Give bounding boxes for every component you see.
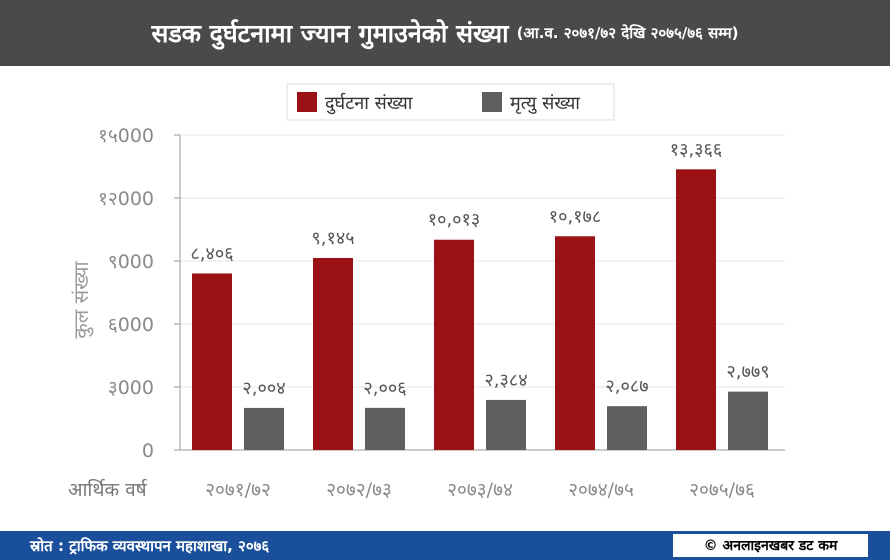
x-tick-label: २०७१/७२ xyxy=(205,479,271,501)
credit-badge: © अनलाइनखबर डट कम xyxy=(673,534,868,557)
x-tick-label: २०७५/७६ xyxy=(689,479,755,501)
bar-accidents xyxy=(555,236,595,450)
data-label: २,३८४ xyxy=(484,370,527,391)
x-tick-label: २०७२/७३ xyxy=(326,479,392,501)
legend-label: दुर्घटना संख्या xyxy=(325,92,413,115)
data-label: १३,३६६ xyxy=(670,139,723,160)
chart-title: सडक दुर्घटनामा ज्यान गुमाउनेको संख्या xyxy=(151,19,509,48)
y-tick-label: ९000 xyxy=(108,251,154,273)
x-axis-label: आर्थिक वर्ष xyxy=(68,478,148,501)
chart-subtitle: (आ.व. २०७१/७२ देखि २०७५/७६ सम्म) xyxy=(516,24,739,42)
y-tick-label: ६000 xyxy=(108,314,154,336)
x-tick-label: २०७३/७४ xyxy=(447,479,513,501)
bar-accidents xyxy=(313,257,353,450)
bar-deaths xyxy=(607,406,647,450)
legend-label: मृत्यु संख्या xyxy=(510,93,580,114)
y-tick-label: ३000 xyxy=(108,377,154,399)
data-label: ९,१४५ xyxy=(311,228,354,249)
y-axis-label: कुल संख्या xyxy=(69,261,94,339)
bar-accidents xyxy=(676,169,716,450)
bar-deaths xyxy=(728,391,768,450)
data-label: ८,४०६ xyxy=(190,243,233,264)
x-tick-label: २०७४/७५ xyxy=(568,479,634,501)
data-label: १०,१७८ xyxy=(549,206,602,227)
bar-deaths xyxy=(486,399,526,450)
y-tick-label: 0 xyxy=(142,440,154,462)
data-label: २,०८७ xyxy=(605,376,648,397)
bar-deaths xyxy=(244,407,284,450)
bar-accidents xyxy=(192,273,232,450)
y-tick-label: १२000 xyxy=(98,188,154,210)
legend-swatch-accidents xyxy=(297,92,317,112)
data-label: १०,०१३ xyxy=(428,210,481,231)
legend xyxy=(286,83,615,121)
footer-bar: स्रोत : ट्राफिक व्यवस्थापन महाशाखा, २०७६… xyxy=(0,531,890,560)
y-tick-label: १५000 xyxy=(98,125,154,147)
bar-chart: 0 ३000 ६000 ९000 १२000 १५000 कुल संख्या आर्थिक … xyxy=(68,83,785,501)
legend-swatch-deaths xyxy=(482,92,502,112)
data-label: २,७७९ xyxy=(726,362,769,383)
bar-deaths xyxy=(365,407,405,450)
title-bar: सडक दुर्घटनामा ज्यान गुमाउनेको संख्या (आ… xyxy=(0,0,890,66)
bar-accidents xyxy=(434,239,474,450)
source-text: स्रोत : ट्राफिक व्यवस्थापन महाशाखा, २०७६ xyxy=(30,537,270,555)
data-label: २,००६ xyxy=(363,378,406,399)
data-label: २,००४ xyxy=(242,378,285,399)
